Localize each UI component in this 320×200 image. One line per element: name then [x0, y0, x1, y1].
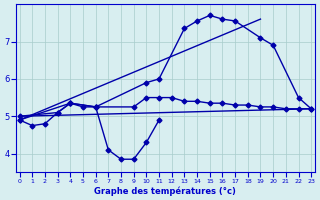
X-axis label: Graphe des températures (°c): Graphe des températures (°c) [94, 186, 236, 196]
